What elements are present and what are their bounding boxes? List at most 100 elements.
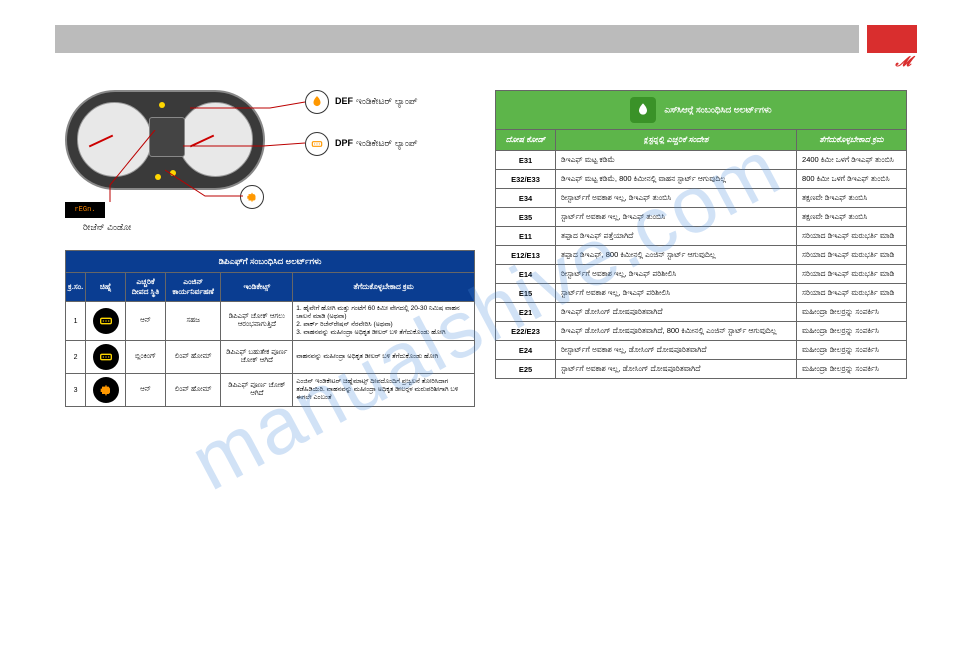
scr-h-2: ತೆಗೆದುಕೊಳ್ಳಬೇಕಾದ ಕ್ರಮ — [797, 130, 907, 151]
dpf-ind: ಡಿಪಿಎಫ್ ಬಹುತೇಕ ಪೂರ್ಣ ಚೋಕ್ ಆಗಿದೆ — [221, 341, 293, 374]
scr-h-1: ಕ್ಲಸ್ಟರ್‍ನಲ್ಲಿ ಎಚ್ಚರಿಕೆ ಸಂದೇಶ — [556, 130, 797, 151]
scr-code: E12/E13 — [496, 246, 556, 265]
scr-row: E11 ತಪ್ಪಾದ ಡಿಇಎಫ್ ಪತ್ತೆಯಾಗಿದೆ ಸರಿಯಾದ ಡಿಇ… — [496, 227, 907, 246]
dpf-ind: ಡಿಪಿಎಫ್ ಚೋಕ್ ಆಗಲು ಆರಂಭವಾಗುತ್ತಿದೆ — [221, 302, 293, 341]
dpf-text: ಇಂಡಿಕೇಟರ್ ಲ್ಯಾಂಪ್ — [356, 138, 418, 149]
scr-act: 800 ಕಿಮೀ ಒಳಗೆ ಡಿಇಎಫ್ ತುಂಬಿಸಿ — [797, 170, 907, 189]
scr-msg: ತಪ್ಪಾದ ಡಿಇಎಫ್, 800 ಕಿಮೀನಲ್ಲಿ ಎಂಜಿನ್ ಸ್ಟಾ… — [556, 246, 797, 265]
scr-msg: ಡಿಇಎಫ್ ಮಟ್ಟ ಕಡಿಮೆ, 800 ಕಿಮೀನಲ್ಲಿ ವಾಹನ ಸ್… — [556, 170, 797, 189]
scr-act: ಸರಿಯಾದ ಡಿಇಎಫ್ ಮರುಭರ್ತಿ ಮಾಡಿ — [797, 227, 907, 246]
scr-act: ಮಹೀಂದ್ರಾ ಡೀಲರ್‍ರನ್ನು ಸಂಪರ್ಕಿಸಿ — [797, 341, 907, 360]
scr-icon — [630, 97, 656, 123]
scr-act: ಮಹೀಂದ್ರಾ ಡೀಲರ್‍ರನ್ನು ಸಂಪರ್ಕಿಸಿ — [797, 322, 907, 341]
dpf-row: 2 ಬ್ಲಿಂಕಿಂಗ್ ಲಿಂಪ್ ಹೋಮ್ ಡಿಪಿಎಫ್ ಬಹುತೇಕ ಪ… — [66, 341, 475, 374]
scr-code: E34 — [496, 189, 556, 208]
dpf-op: ಲಿಂಪ್ ಹೋಮ್ — [165, 341, 221, 374]
scr-code: E22/E23 — [496, 322, 556, 341]
scr-msg: ರೀಸ್ಟಾರ್ಟ್‍ಗೆ ಅವಕಾಶ ಇಲ್ಲ, ಡಿಇಎಫ್ ತುಂಬಿಸಿ — [556, 189, 797, 208]
header-red — [867, 25, 917, 53]
regen-leader-line — [105, 130, 165, 205]
dpf-icon-cell — [86, 302, 126, 341]
dpf-icon-cell — [86, 374, 126, 407]
scr-code: E15 — [496, 284, 556, 303]
indicator-dot — [159, 102, 165, 108]
scr-table-title: ಎಸ್‍ಸಿಆರ್‍ಗೆ ಸಂಬಂಧಿಸಿದ ಅಲರ್ಟ್‍ಗಳು — [496, 91, 907, 130]
engine-leader-line — [165, 168, 255, 203]
regen-text: ರೀಜೆನ್ ವಿಂಡೋ — [83, 222, 131, 233]
scr-msg: ರೀಸ್ಟಾರ್ಟ್‍ಗೆ ಅವಕಾಶ ಇಲ್ಲ, ಡಿಇಎಫ್ ಪರಿಶೀಲಿ… — [556, 265, 797, 284]
dpf-icon-cell — [86, 341, 126, 374]
scr-row: E31 ಡಿಇಎಫ್ ಮಟ್ಟ ಕಡಿಮೆ 2400 ಕಿಮೀ ಒಳಗೆ ಡಿಇ… — [496, 151, 907, 170]
dpf-sn: 1 — [66, 302, 86, 341]
dpf-action: ವಾಹನವನ್ನು ಮಹೀಂದ್ರಾ ಅಧಿಕೃತ ಡೀಲರ್ ಬಳಿ ತೆಗೆ… — [293, 341, 475, 374]
dpf-label: DPF — [335, 138, 353, 148]
scr-code: E35 — [496, 208, 556, 227]
scr-act: ಸರಿಯಾದ ಡಿಇಎಫ್ ಮರುಭರ್ತಿ ಮಾಡಿ — [797, 284, 907, 303]
scr-msg: ರೀಸ್ಟಾರ್ಟ್‍ಗೆ ಅವಕಾಶ ಇಲ್ಲ, ಡೋಸಿಂಗ್ ದೋಷಪೂರ… — [556, 341, 797, 360]
scr-msg: ಡಿಇಎಫ್ ಡೋಸಿಂಗ್ ದೋಷಪೂರಿತವಾಗಿದೆ — [556, 303, 797, 322]
def-leader-line — [190, 100, 320, 120]
scr-msg: ಸ್ಟಾರ್ಟ್‍ಗೆ ಅವಕಾಶ ಇಲ್ಲ, ಡೋಸಿಂಗ್ ದೋಷಪೂರಿತ… — [556, 360, 797, 379]
scr-row: E24 ರೀಸ್ಟಾರ್ಟ್‍ಗೆ ಅವಕಾಶ ಇಲ್ಲ, ಡೋಸಿಂಗ್ ದೋ… — [496, 341, 907, 360]
scr-code: E14 — [496, 265, 556, 284]
scr-code: E11 — [496, 227, 556, 246]
scr-row: E21 ಡಿಇಎಫ್ ಡೋಸಿಂಗ್ ದೋಷಪೂರಿತವಾಗಿದೆ ಮಹೀಂದ್… — [496, 303, 907, 322]
scr-table: ಎಸ್‍ಸಿಆರ್‍ಗೆ ಸಂಬಂಧಿಸಿದ ಅಲರ್ಟ್‍ಗಳು ದೋಷ ಕೋ… — [495, 90, 907, 379]
dpf-h-1: ಚಿಹ್ನೆ — [86, 273, 126, 302]
dpf-action: 1. ಹೈವೇಗೆ ಹೋಗಿ ಮತ್ತು ಗಂಟೆಗೆ 60 ಕಿಮೀ ವೇಗದ… — [293, 302, 475, 341]
dpf-label-row: DPF ಇಂಡಿಕೇಟರ್ ಲ್ಯಾಂಪ್ — [335, 138, 418, 149]
scr-title-text: ಎಸ್‍ಸಿಆರ್‍ಗೆ ಸಂಬಂಧಿಸಿದ ಅಲರ್ಟ್‍ಗಳು — [664, 104, 771, 114]
def-label: DEF — [335, 96, 353, 106]
scr-row: E22/E23 ಡಿಇಎಫ್ ಡೋಸಿಂಗ್ ದೋಷಪೂರಿತವಾಗಿದೆ, 8… — [496, 322, 907, 341]
dpf-action: ಎಂಜಿನ್ ಇಂಡಿಕೇಟರ್ ಚಿಹ್ನೆಮಾಟ್ಸ್ ದೀಪದೊಂದಿಗೆ… — [293, 374, 475, 407]
dpf-op: ಸಹಜ — [165, 302, 221, 341]
scr-act: ಮಹೀಂದ್ರಾ ಡೀಲರ್‍ರನ್ನು ಸಂಪರ್ಕಿಸಿ — [797, 303, 907, 322]
header — [55, 25, 917, 53]
dpf-op: ಲಿಂಪ್ ಹೋಮ್ — [165, 374, 221, 407]
scr-header-row: ದೋಷ ಕೋಡ್ ಕ್ಲಸ್ಟರ್‍ನಲ್ಲಿ ಎಚ್ಚರಿಕೆ ಸಂದೇಶ ತ… — [496, 130, 907, 151]
scr-msg: ಡಿಇಎಫ್ ಡೋಸಿಂಗ್ ದೋಷಪೂರಿತವಾಗಿದೆ, 800 ಕಿಮೀನ… — [556, 322, 797, 341]
def-text: ಇಂಡಿಕೇಟರ್ ಲ್ಯಾಂಪ್ — [356, 96, 418, 107]
scr-msg: ಡಿಇಎಫ್ ಮಟ್ಟ ಕಡಿಮೆ — [556, 151, 797, 170]
scr-row: E34 ರೀಸ್ಟಾರ್ಟ್‍ಗೆ ಅವಕಾಶ ಇಲ್ಲ, ಡಿಇಎಫ್ ತುಂ… — [496, 189, 907, 208]
right-column: ಎಸ್‍ಸಿಆರ್‍ಗೆ ಸಂಬಂಧಿಸಿದ ಅಲರ್ಟ್‍ಗಳು ದೋಷ ಕೋ… — [495, 90, 907, 407]
scr-act: ತಕ್ಷಣವೇ ಡಿಇಎಫ್ ತುಂಬಿಸಿ — [797, 189, 907, 208]
scr-row: E15 ಸ್ಟಾರ್ಟ್‍ಗೆ ಅವಕಾಶ ಇಲ್ಲ, ಡಿಇಎಫ್ ಪರಿಶೀ… — [496, 284, 907, 303]
def-label-row: DEF ಇಂಡಿಕೇಟರ್ ಲ್ಯಾಂಪ್ — [335, 96, 418, 107]
dpf-h-2: ಎಚ್ಚರಿಕೆ ದೀಪದ ಸ್ಥಿತಿ — [126, 273, 166, 302]
scr-act: ಸರಿಯಾದ ಡಿಇಎಫ್ ಮರುಭರ್ತಿ ಮಾಡಿ — [797, 246, 907, 265]
scr-code: E31 — [496, 151, 556, 170]
scr-code: E25 — [496, 360, 556, 379]
dpf-h-5: ತೆಗೆದುಕೊಳ್ಳಬೇಕಾದ ಕ್ರಮ — [293, 273, 475, 302]
dpf-sn: 3 — [66, 374, 86, 407]
left-column: DEF ಇಂಡಿಕೇಟರ್ ಲ್ಯಾಂಪ್ DPF ಇಂಡಿಕೇಟರ್ ಲ್ಯಾ… — [65, 90, 475, 407]
scr-row: E25 ಸ್ಟಾರ್ಟ್‍ಗೆ ಅವಕಾಶ ಇಲ್ಲ, ಡೋಸಿಂಗ್ ದೋಷಪ… — [496, 360, 907, 379]
dpf-h-0: ಕ್ರ.ಸಂ. — [66, 273, 86, 302]
scr-act: ಮಹೀಂದ್ರಾ ಡೀಲರ್‍ರನ್ನು ಸಂಪರ್ಕಿಸಿ — [797, 360, 907, 379]
scr-act: ತಕ್ಷಣವೇ ಡಿಇಎಫ್ ತುಂಬಿಸಿ — [797, 208, 907, 227]
scr-row: E12/E13 ತಪ್ಪಾದ ಡಿಇಎಫ್, 800 ಕಿಮೀನಲ್ಲಿ ಎಂಜ… — [496, 246, 907, 265]
dpf-state: ಆನ್ — [126, 302, 166, 341]
content: DEF ಇಂಡಿಕೇಟರ್ ಲ್ಯಾಂಪ್ DPF ಇಂಡಿಕೇಟರ್ ಲ್ಯಾ… — [65, 90, 907, 407]
scr-code: E21 — [496, 303, 556, 322]
brand-logo: 𝓜 — [895, 53, 911, 70]
dpf-state: ಆನ್ — [126, 374, 166, 407]
dpf-table: ಡಿಪಿಎಫ್‍ಗೆ ಸಂಬಂಧಿಸಿದ ಅಲರ್ಟ್‍ಗಳು ಕ್ರ.ಸಂ. … — [65, 250, 475, 407]
scr-row: E35 ಸ್ಟಾರ್ಟ್‍ಗೆ ಅವಕಾಶ ಇಲ್ಲ, ಡಿಇಎಫ್ ತುಂಬಿ… — [496, 208, 907, 227]
dpf-header-row: ಕ್ರ.ಸಂ. ಚಿಹ್ನೆ ಎಚ್ಚರಿಕೆ ದೀಪದ ಸ್ಥಿತಿ ಎಂಜಿ… — [66, 273, 475, 302]
page: 𝓜 manualshive.com — [25, 15, 947, 615]
scr-code: E24 — [496, 341, 556, 360]
scr-msg: ತಪ್ಪಾದ ಡಿಇಎಫ್ ಪತ್ತೆಯಾಗಿದೆ — [556, 227, 797, 246]
dpf-row: 3 ಆನ್ ಲಿಂಪ್ ಹೋಮ್ ಡಿಪಿಎಫ್ ಪೂರ್ಣ ಚೋಕ್ ಆಗಿದ… — [66, 374, 475, 407]
dpf-leader-line — [183, 138, 313, 158]
scr-act: 2400 ಕಿಮೀ ಒಳಗೆ ಡಿಇಎಫ್ ತುಂಬಿಸಿ — [797, 151, 907, 170]
regen-display: rEGn. — [65, 202, 105, 218]
scr-h-0: ದೋಷ ಕೋಡ್ — [496, 130, 556, 151]
scr-code: E32/E33 — [496, 170, 556, 189]
dpf-h-4: ಇಂಡಿಕೇಟ್ಸ್ — [221, 273, 293, 302]
dpf-h-3: ಎಂಜಿನ್ ಕಾರ್ಯನಿರ್ವಹಣೆ — [165, 273, 221, 302]
dpf-state: ಬ್ಲಿಂಕಿಂಗ್ — [126, 341, 166, 374]
scr-msg: ಸ್ಟಾರ್ಟ್‍ಗೆ ಅವಕಾಶ ಇಲ್ಲ, ಡಿಇಎಫ್ ತುಂಬಿಸಿ — [556, 208, 797, 227]
scr-act: ಸರಿಯಾದ ಡಿಇಎಫ್ ಮರುಭರ್ತಿ ಮಾಡಿ — [797, 265, 907, 284]
dpf-row: 1 ಆನ್ ಸಹಜ ಡಿಪಿಎಫ್ ಚೋಕ್ ಆಗಲು ಆರಂಭವಾಗುತ್ತಿ… — [66, 302, 475, 341]
